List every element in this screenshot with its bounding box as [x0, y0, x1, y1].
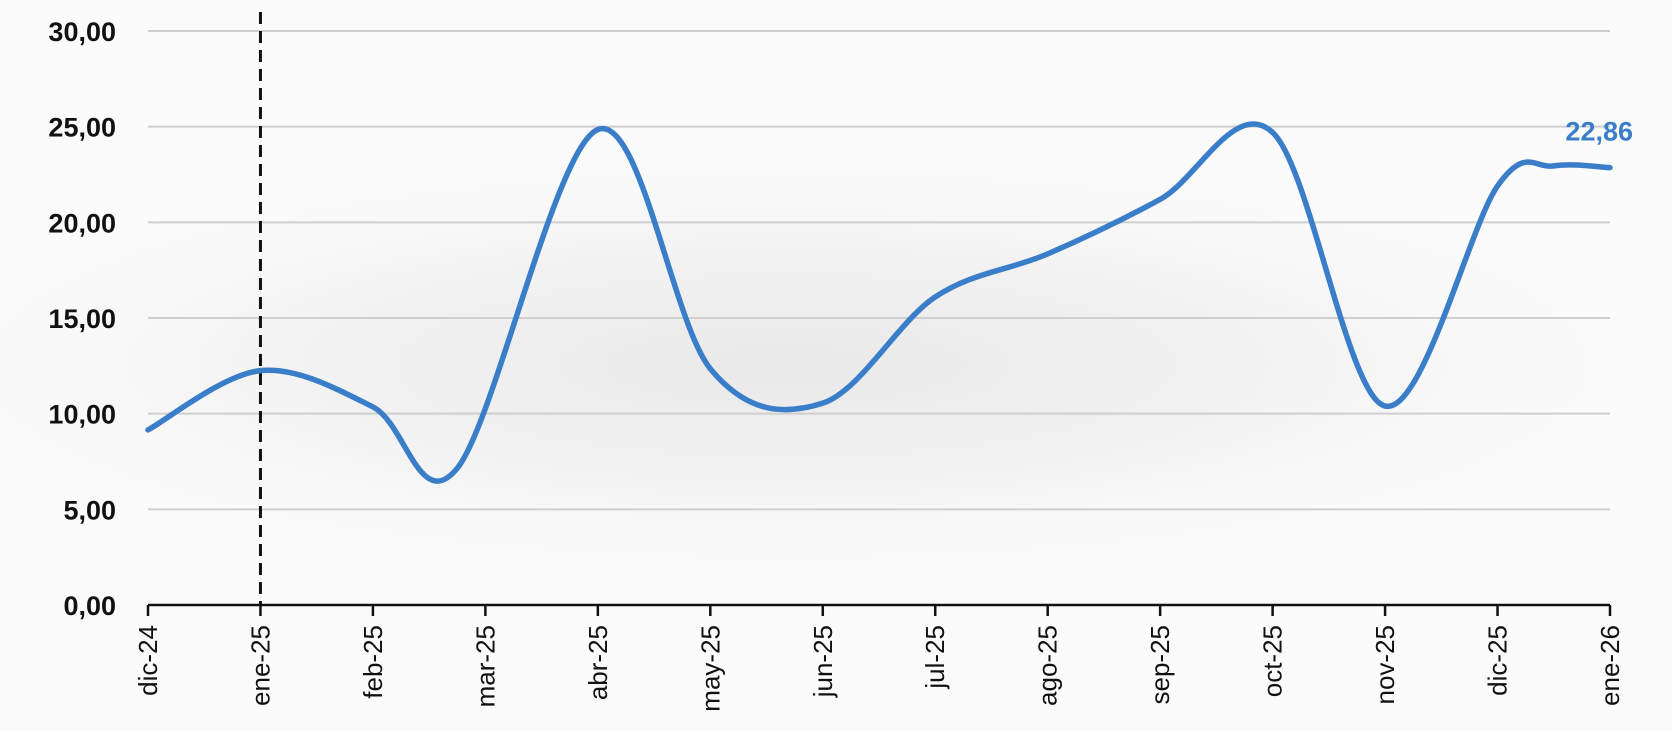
- y-tick-label: 15,00: [48, 304, 116, 334]
- y-tick-label: 0,00: [63, 591, 116, 621]
- series-line: [145, 121, 1613, 484]
- x-tick-label: dic-24: [133, 625, 163, 696]
- x-tick-label: jun-25: [808, 625, 838, 698]
- x-tick-label: ago-25: [1033, 625, 1063, 706]
- x-tick-label: dic-25: [1483, 625, 1513, 696]
- x-tick-label: feb-25: [358, 625, 388, 699]
- x-tick-label: jul-25: [920, 625, 950, 690]
- x-tick-label: nov-25: [1370, 625, 1400, 705]
- y-tick-label: 5,00: [63, 495, 116, 525]
- y-tick-label: 10,00: [48, 400, 116, 430]
- x-tick-label: oct-25: [1258, 625, 1288, 697]
- x-tick-label: ene-25: [245, 625, 275, 706]
- y-tick-label: 30,00: [48, 17, 116, 47]
- x-tick-label: sep-25: [1145, 625, 1175, 705]
- y-axis-ticks: 0,00 5,00 10,00 15,00 20,00 25,00 30,00: [48, 17, 116, 621]
- x-axis-ticks: dic-24 ene-25 feb-25 mar-25 abr-25 may-25 jun-…: [133, 605, 1625, 712]
- y-tick-label: 20,00: [48, 208, 116, 238]
- grid-lines: [148, 30, 1610, 511]
- x-tick-label: ene-26: [1595, 625, 1625, 706]
- x-tick-label: may-25: [695, 625, 725, 712]
- x-tick-label: mar-25: [470, 625, 500, 707]
- y-tick-label: 25,00: [48, 113, 116, 143]
- x-tick-label: abr-25: [583, 625, 613, 700]
- last-value-label: 22,86: [1565, 117, 1633, 147]
